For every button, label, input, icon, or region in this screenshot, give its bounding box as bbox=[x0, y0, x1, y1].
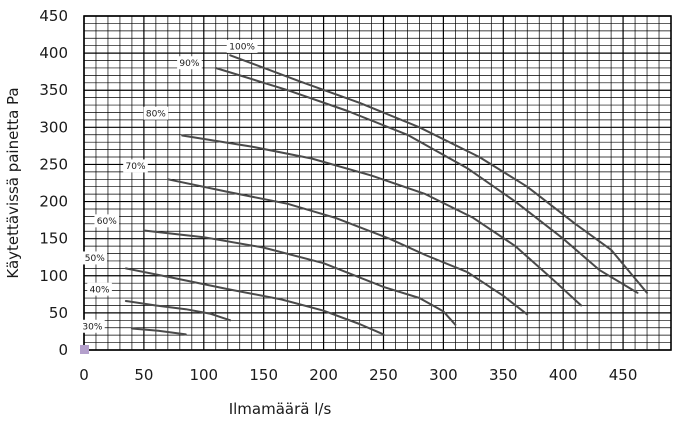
y-tick-label: 350 bbox=[39, 81, 68, 99]
series-line-60 bbox=[142, 229, 457, 326]
y-tick-label: 150 bbox=[39, 230, 68, 248]
y-tick-label: 100 bbox=[39, 267, 68, 285]
series-line-40 bbox=[124, 300, 232, 322]
origin-marker bbox=[80, 345, 89, 354]
x-tick-label: 250 bbox=[369, 366, 398, 384]
curves bbox=[124, 54, 648, 336]
series-line-90 bbox=[214, 67, 639, 294]
series-label: 50% bbox=[85, 254, 105, 264]
series-label: 60% bbox=[97, 217, 117, 227]
x-tick-label: 150 bbox=[249, 366, 278, 384]
series-line-70 bbox=[166, 178, 529, 316]
x-tick-label: 50 bbox=[134, 366, 153, 384]
y-tick-label: 50 bbox=[49, 304, 68, 322]
series-label-box bbox=[226, 39, 258, 53]
series-label-box bbox=[82, 251, 108, 265]
tick-labels: 0 50 100 150 200 250 300 350 400 450 0 50 100 150 200 2… bbox=[39, 7, 637, 384]
x-tick-label: 400 bbox=[549, 366, 578, 384]
y-tick-label: 0 bbox=[58, 341, 68, 359]
y-tick-label: 400 bbox=[39, 44, 68, 62]
grid bbox=[83, 15, 672, 351]
x-tick-label: 300 bbox=[429, 366, 458, 384]
x-tick-label: 450 bbox=[609, 366, 638, 384]
plot-frame bbox=[83, 15, 672, 351]
y-tick-label: 450 bbox=[39, 7, 68, 25]
series-label-box bbox=[94, 214, 120, 228]
series-label: 100% bbox=[229, 43, 255, 53]
y-tick-label: 300 bbox=[39, 118, 68, 136]
series-line-100 bbox=[229, 54, 648, 294]
x-tick-label: 200 bbox=[309, 366, 338, 384]
series-label-box bbox=[80, 319, 105, 333]
series-label-box bbox=[123, 159, 148, 173]
series-label: 80% bbox=[146, 109, 166, 119]
x-tick-label: 350 bbox=[489, 366, 518, 384]
series-line-50 bbox=[124, 267, 385, 336]
y-axis-title: Käytettävissä painetta Pa bbox=[4, 87, 22, 278]
series-label: 70% bbox=[126, 162, 146, 172]
series-label: 30% bbox=[82, 322, 102, 332]
series-label-box bbox=[143, 106, 169, 120]
x-axis-title: Ilmamäärä l/s bbox=[229, 400, 332, 418]
series-line-80 bbox=[181, 134, 583, 307]
series-line-30 bbox=[130, 327, 187, 336]
series-label-box bbox=[87, 282, 112, 296]
series-label: 40% bbox=[90, 285, 110, 295]
y-tick-label: 200 bbox=[39, 193, 68, 211]
y-tick-label: 250 bbox=[39, 155, 68, 173]
x-tick-label: 0 bbox=[79, 366, 89, 384]
series-label: 90% bbox=[179, 59, 199, 69]
curve-labels: 30% 40% 50% 60% 70% 80% 90% 100% bbox=[80, 39, 258, 333]
series-label-box bbox=[177, 56, 202, 70]
x-tick-label: 100 bbox=[189, 366, 218, 384]
